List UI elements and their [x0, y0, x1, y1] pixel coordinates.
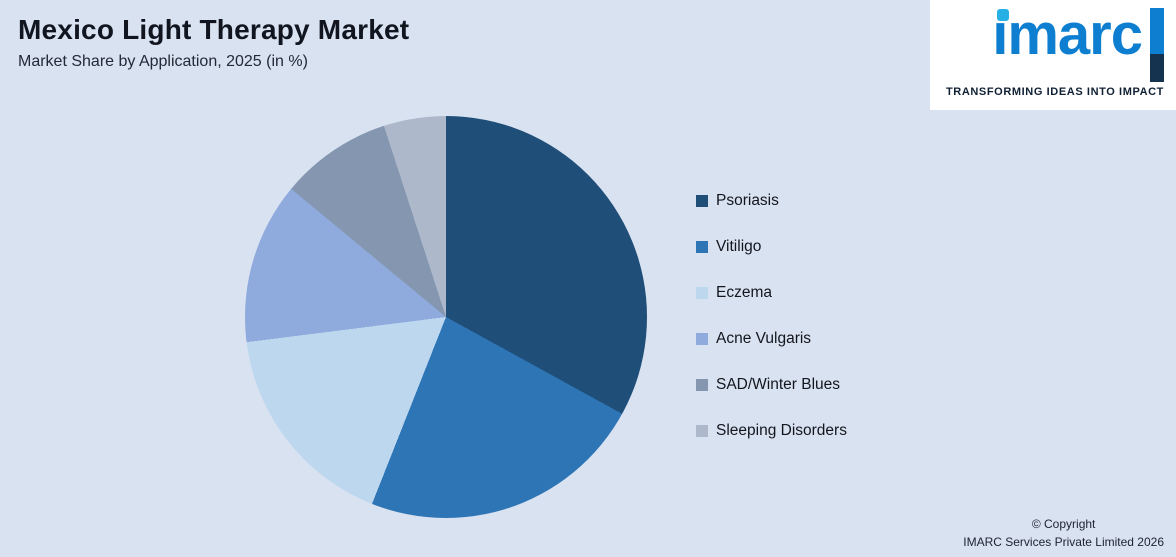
legend-label: Sleeping Disorders	[716, 422, 847, 439]
legend-label: Psoriasis	[716, 192, 779, 209]
pie-chart	[245, 116, 647, 518]
legend-swatch	[696, 379, 708, 391]
legend-swatch	[696, 241, 708, 253]
legend-item: Sleeping Disorders	[696, 422, 847, 440]
legend-label: Vitiligo	[716, 238, 762, 255]
legend-swatch	[696, 195, 708, 207]
imarc-logo: ımarc TRANSFORMING IDEAS INTO IMPACT	[946, 6, 1164, 98]
copyright-line2: IMARC Services Private Limited 2026	[963, 535, 1164, 549]
legend-item: SAD/Winter Blues	[696, 376, 847, 394]
logo-brand-wrap: ımarc	[992, 2, 1143, 67]
legend-item: Psoriasis	[696, 192, 847, 210]
legend-swatch	[696, 333, 708, 345]
legend-label: Eczema	[716, 284, 772, 301]
legend-label: SAD/Winter Blues	[716, 376, 841, 393]
logo-stripe-icon	[1150, 8, 1164, 82]
copyright-line1: © Copyright	[1031, 517, 1096, 531]
legend-label: Acne Vulgaris	[716, 330, 812, 347]
logo-brand-text: ımarc	[992, 2, 1143, 67]
logo-brand-row: ımarc	[992, 6, 1164, 82]
legend: Psoriasis Vitiligo Eczema Acne Vulgaris SAD/…	[696, 192, 847, 440]
page-subtitle: Market Share by Application, 2025 (in %)	[18, 53, 308, 70]
legend-swatch	[696, 287, 708, 299]
legend-item: Acne Vulgaris	[696, 330, 847, 348]
legend-item: Eczema	[696, 284, 847, 302]
logo-panel	[930, 0, 1176, 110]
page-title: Mexico Light Therapy Market	[18, 14, 410, 45]
logo-tagline: TRANSFORMING IDEAS INTO IMPACT	[945, 86, 1164, 98]
copyright-notice: © Copyright IMARC Services Private Limit…	[963, 515, 1164, 551]
legend-item: Vitiligo	[696, 238, 847, 256]
legend-swatch	[696, 425, 708, 437]
logo-dot-icon	[997, 9, 1010, 21]
header: Mexico Light Therapy Market Market Share…	[18, 14, 409, 71]
